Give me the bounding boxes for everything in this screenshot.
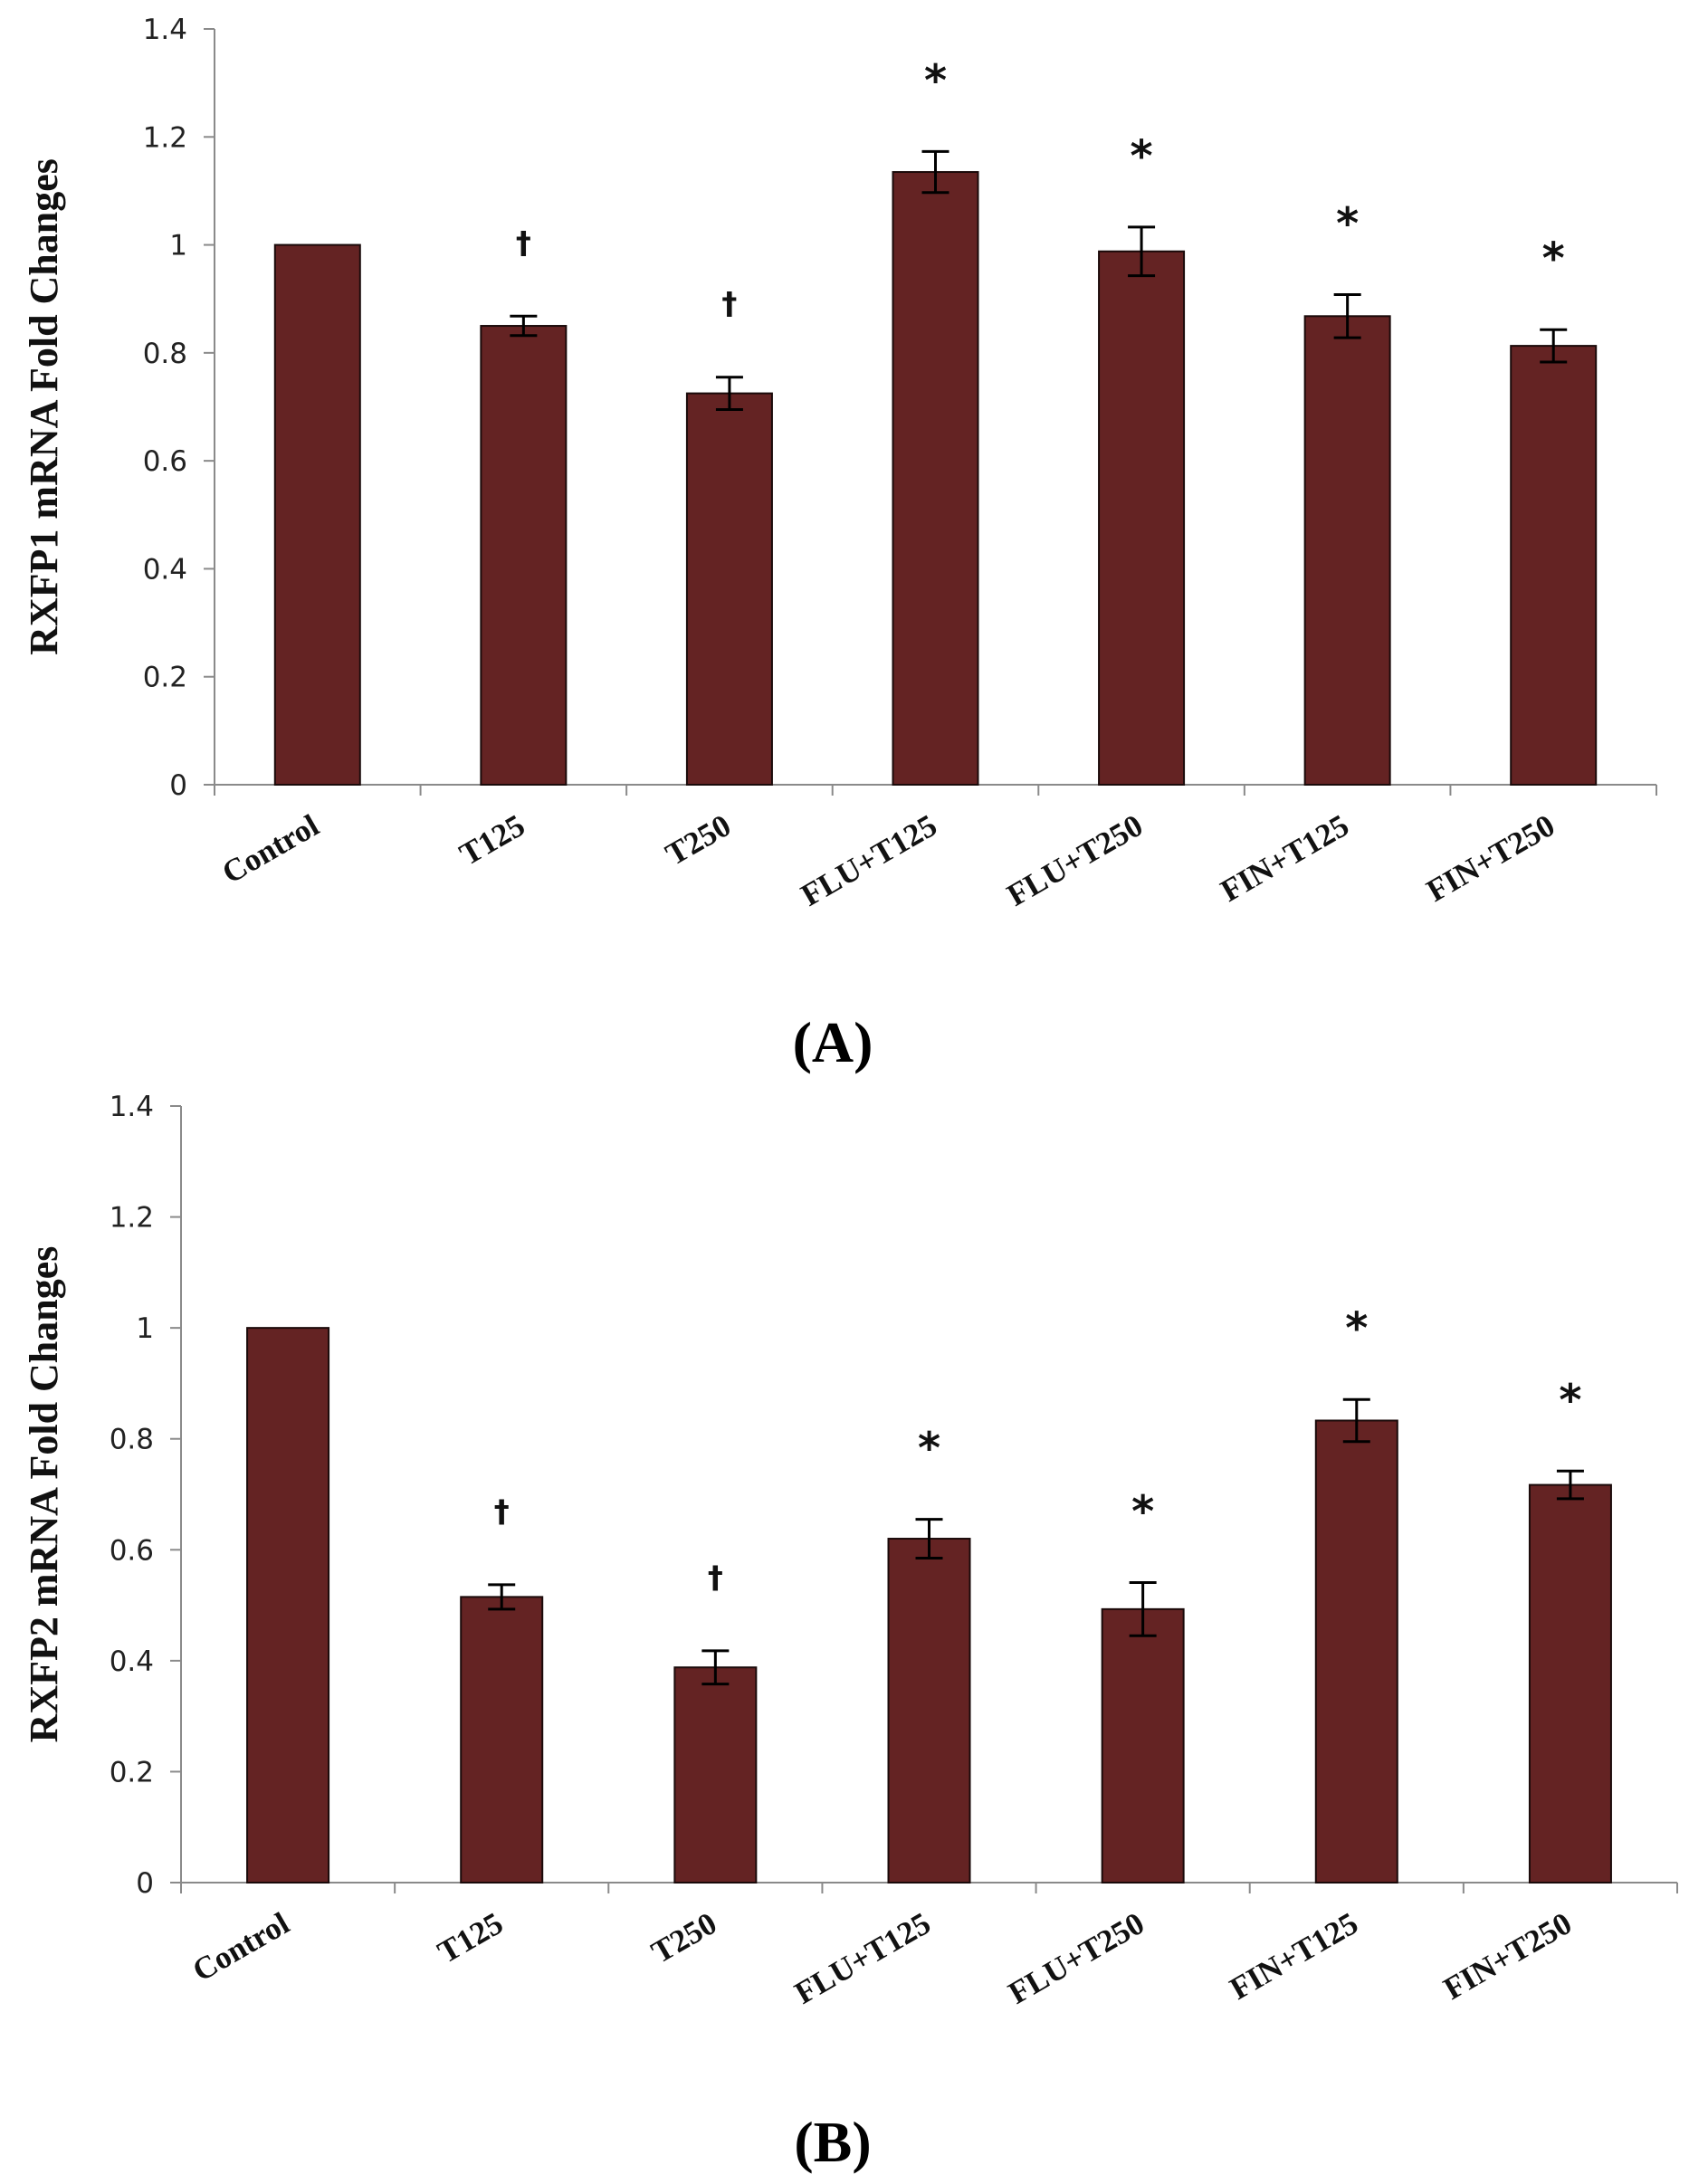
panel-b-bar bbox=[673, 1666, 758, 1884]
panel-a-category-label: FLU+T125 bbox=[795, 807, 942, 913]
panel-a-category-label: T125 bbox=[453, 807, 530, 873]
panel-b-y-tick-label: 1 bbox=[136, 1312, 154, 1345]
panel-a-category-label: T250 bbox=[660, 807, 737, 873]
panel-b-y-axis-label: RXFP2 mRNA Fold Changes bbox=[22, 1246, 66, 1743]
panel-a-bar bbox=[480, 325, 568, 786]
panel-a-significance-mark: † bbox=[721, 286, 737, 322]
panel-a-category-label: Control bbox=[216, 807, 325, 891]
panel-a-y-tick-label: 0 bbox=[169, 769, 187, 802]
panel-a-category-label: FIN+T125 bbox=[1215, 807, 1355, 909]
panel-a-bar bbox=[685, 392, 773, 786]
panel-b-label: (B) bbox=[794, 2110, 871, 2174]
panel-b-y-tick-label: 0.4 bbox=[110, 1645, 154, 1678]
panel-b-category-label: FLU+T125 bbox=[788, 1905, 936, 2011]
panel-b-chart: 0 0.2 0.4 0.6 0.8 1 1.2 1.4 Control † T125 † T250 * FL… bbox=[22, 1091, 1678, 2174]
panel-a-y-tick-label: 1 bbox=[169, 230, 187, 262]
panel-b-y-tick-label: 1.4 bbox=[110, 1091, 154, 1123]
panel-b-significance-mark: * bbox=[1345, 1303, 1368, 1354]
panel-a-bar bbox=[1510, 345, 1598, 786]
panel-b-significance-mark: * bbox=[1559, 1375, 1581, 1426]
panel-b-significance-mark: * bbox=[918, 1424, 940, 1474]
panel-b-category-label: T125 bbox=[432, 1905, 509, 1970]
panel-a-significance-mark: * bbox=[1131, 131, 1153, 182]
panel-b-bar bbox=[1314, 1419, 1398, 1884]
panel-a-y-tick-label: 0.2 bbox=[143, 662, 187, 694]
panel-b-category-label: FIN+T125 bbox=[1224, 1905, 1364, 2007]
panel-b-bar bbox=[246, 1327, 330, 1884]
panel-b-category-label: FLU+T250 bbox=[1003, 1905, 1150, 2011]
panel-b-bar bbox=[1101, 1607, 1185, 1884]
panel-a-category-label: FLU+T250 bbox=[1001, 807, 1149, 913]
panel-a-y-tick-label: 1.2 bbox=[143, 121, 187, 154]
panel-a-bar bbox=[892, 171, 979, 786]
panel-b-y-tick-label: 0.2 bbox=[110, 1756, 154, 1788]
panel-a-significance-mark: * bbox=[1336, 198, 1359, 249]
panel-b-category-label: FIN+T250 bbox=[1437, 1905, 1578, 2007]
panel-a-label: (A) bbox=[793, 1010, 873, 1074]
panel-b-bar bbox=[887, 1538, 971, 1884]
panel-a-significance-mark: † bbox=[516, 224, 531, 261]
panel-b-bar bbox=[1528, 1483, 1612, 1884]
panel-a-y-tick-label: 0.8 bbox=[143, 338, 187, 370]
panel-a-y-tick-label: 0.6 bbox=[143, 445, 187, 478]
panel-a-bar bbox=[1303, 315, 1391, 786]
panel-b-significance-mark: * bbox=[1131, 1486, 1154, 1537]
panel-a-y-tick-label: 1.4 bbox=[143, 14, 187, 46]
panel-a-significance-mark: * bbox=[1542, 234, 1565, 284]
panel-b-category-label: Control bbox=[186, 1905, 295, 1988]
panel-a-y-tick-label: 0.4 bbox=[143, 553, 187, 586]
panel-b-bar bbox=[460, 1596, 544, 1884]
panel-b-significance-mark: † bbox=[494, 1493, 510, 1530]
panel-b-significance-mark: † bbox=[708, 1559, 723, 1596]
panel-a-bar bbox=[1098, 250, 1186, 786]
panel-b-y-tick-label: 1.2 bbox=[110, 1202, 154, 1235]
panel-a-category-label: FIN+T250 bbox=[1421, 807, 1561, 909]
panel-a-y-axis-label: RXFP1 mRNA Fold Changes bbox=[22, 158, 66, 655]
panel-a-significance-mark: * bbox=[924, 55, 947, 106]
panel-a-bar bbox=[273, 243, 361, 787]
panel-a-chart: 0 0.2 0.4 0.6 0.8 1 1.2 1.4 Control † T125 † T250 * FL… bbox=[22, 14, 1657, 1074]
panel-b-y-tick-label: 0.8 bbox=[110, 1424, 154, 1456]
panel-b-y-tick-label: 0.6 bbox=[110, 1534, 154, 1567]
panel-b-category-label: T250 bbox=[645, 1905, 722, 1970]
panel-b-y-tick-label: 0 bbox=[136, 1867, 154, 1900]
